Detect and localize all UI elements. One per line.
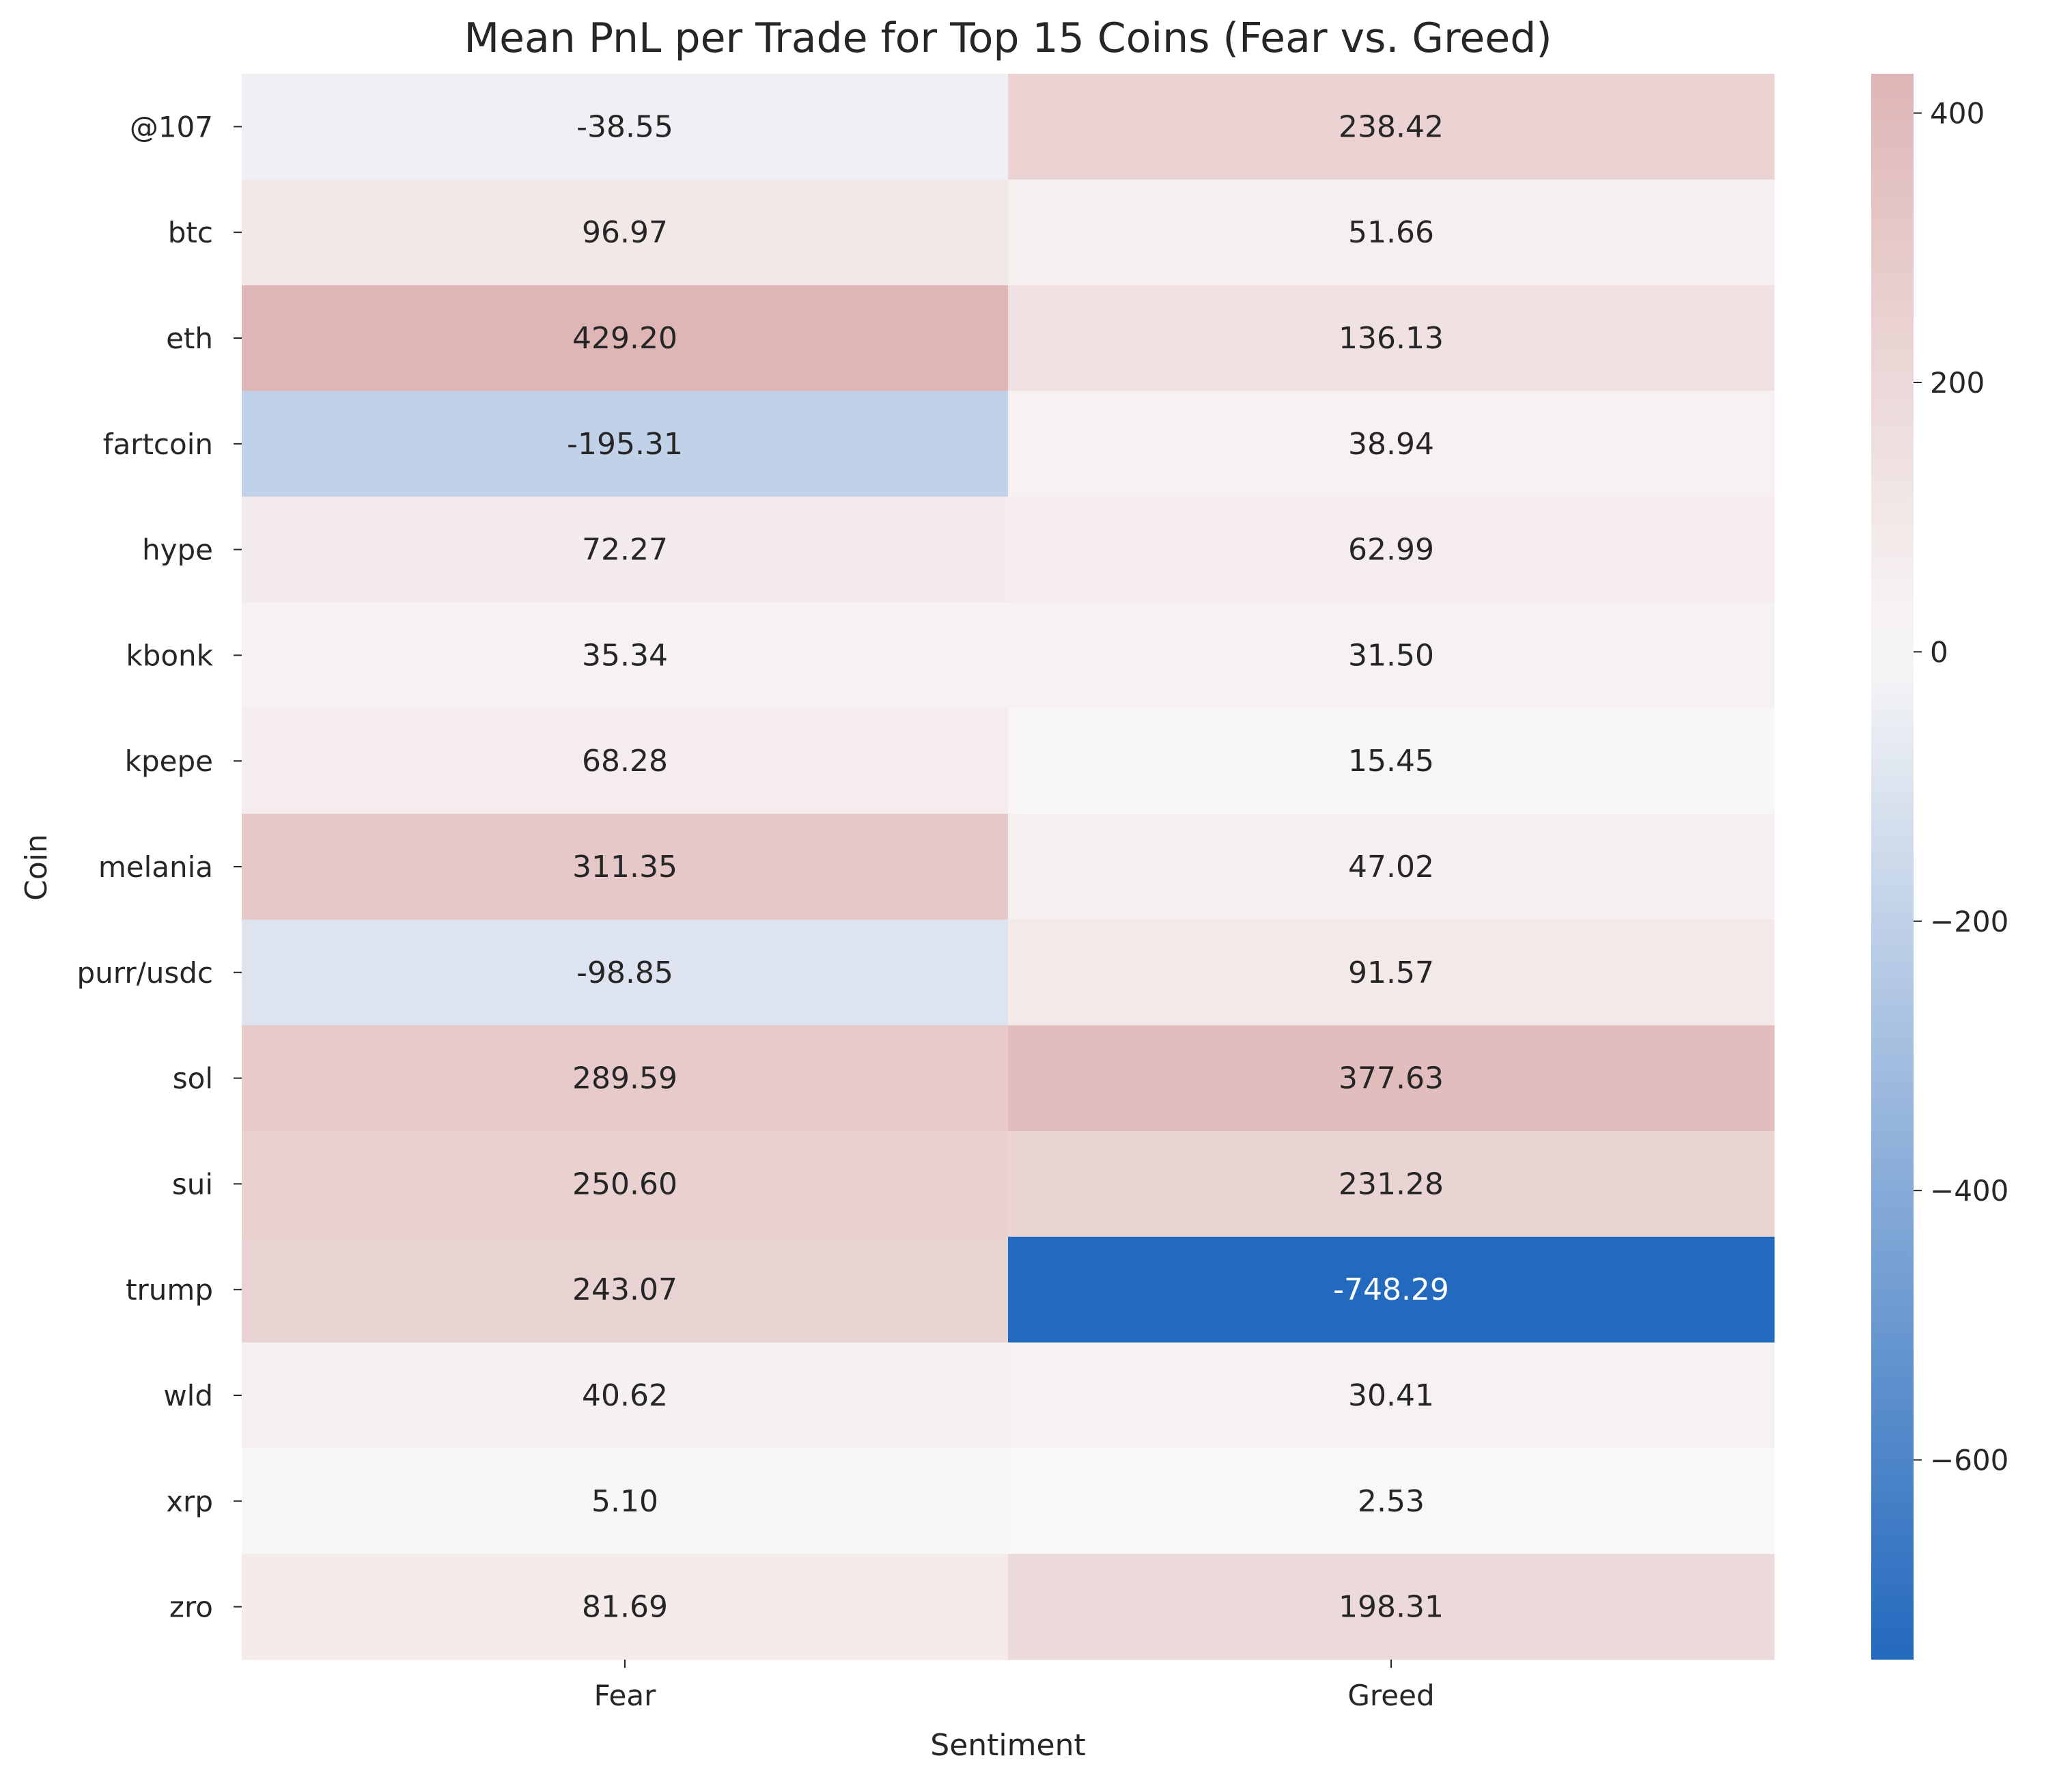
heatmap-cell xyxy=(242,602,1009,709)
y-tick-labels: @107 btc eth fartcoin hype kbonk kpepe melania p… xyxy=(77,110,242,1624)
cell-value-label: 289.59 xyxy=(572,1061,677,1096)
heatmap-cell xyxy=(1008,602,1775,709)
heatmap-cell xyxy=(242,708,1009,815)
heatmap-cell xyxy=(242,1554,1009,1660)
y-tick-label: sui xyxy=(172,1167,213,1201)
heatmap-cell xyxy=(242,1236,1009,1343)
cell-value-label: 38.94 xyxy=(1348,427,1434,462)
y-tick-label: zro xyxy=(169,1591,213,1624)
heatmap-cell xyxy=(1008,813,1775,920)
heatmap-cell xyxy=(1008,1554,1775,1660)
heatmap-cell xyxy=(242,1025,1009,1132)
cell-value-label: 62.99 xyxy=(1348,533,1434,568)
cell-value-label: 31.50 xyxy=(1348,638,1434,673)
colorbar-ticks: 400 200 0 −200 −400 −600 xyxy=(1914,97,2008,1477)
cell-value-label: 429.20 xyxy=(572,321,677,356)
heatmap-cell xyxy=(242,1448,1009,1554)
heatmap-cell xyxy=(242,1342,1009,1449)
y-tick-label: xrp xyxy=(166,1485,213,1518)
y-tick-label: trump xyxy=(126,1273,213,1307)
y-tick-label: kbonk xyxy=(126,639,213,672)
heatmap-cell xyxy=(242,391,1009,497)
cell-value-label: 231.28 xyxy=(1339,1167,1444,1201)
heatmap-cell xyxy=(242,285,1009,391)
cell-value-label: 47.02 xyxy=(1348,850,1434,884)
cell-value-label: 81.69 xyxy=(582,1590,668,1625)
colorbar-tick-label: −400 xyxy=(1930,1174,2008,1207)
y-tick-label: btc xyxy=(168,216,213,249)
y-tick-label: kpepe xyxy=(125,744,213,778)
heatmap-cell xyxy=(1008,285,1775,391)
x-tick-label: Greed xyxy=(1347,1679,1434,1712)
cell-value-label: 250.60 xyxy=(572,1167,677,1201)
cell-value-label: 91.57 xyxy=(1348,955,1434,990)
heatmap-cell xyxy=(1008,1236,1775,1343)
cell-value-label: -195.31 xyxy=(567,427,683,462)
chart-title: Mean PnL per Trade for Top 15 Coins (Fea… xyxy=(464,14,1552,62)
colorbar xyxy=(1871,74,1914,1660)
y-tick-label: eth xyxy=(166,322,213,355)
heatmap-cell xyxy=(242,497,1009,603)
heatmap-cell xyxy=(1008,74,1775,180)
heatmap-cell xyxy=(1008,1131,1775,1238)
heatmap-cell xyxy=(1008,497,1775,603)
heatmap-cells: -38.55 238.42 96.97 51.66 429.20 136.13 -195.3… xyxy=(242,74,1775,1660)
y-tick-label: hype xyxy=(142,533,213,567)
cell-value-label: 96.97 xyxy=(582,215,668,250)
y-tick-label: fartcoin xyxy=(103,428,213,461)
heatmap-cell xyxy=(1008,391,1775,497)
cell-value-label: -748.29 xyxy=(1333,1272,1449,1307)
y-tick-label: melania xyxy=(98,850,213,884)
colorbar-tick-label: 200 xyxy=(1930,366,1985,400)
cell-value-label: 30.41 xyxy=(1348,1378,1434,1413)
cell-value-label: 238.42 xyxy=(1339,109,1444,144)
cell-value-label: 243.07 xyxy=(572,1272,677,1307)
cell-value-label: 5.10 xyxy=(591,1484,658,1519)
x-tick-label: Fear xyxy=(594,1679,656,1712)
heatmap-cell xyxy=(242,813,1009,920)
heatmap-cell xyxy=(242,919,1009,1026)
cell-value-label: 68.28 xyxy=(582,744,668,779)
heatmap-cell xyxy=(1008,179,1775,286)
heatmap-cell xyxy=(1008,919,1775,1026)
y-tick-label: sol xyxy=(173,1062,213,1095)
y-axis-label: Coin xyxy=(19,834,54,901)
cell-value-label: 2.53 xyxy=(1358,1484,1425,1519)
cell-value-label: -98.85 xyxy=(576,955,673,990)
colorbar-tick-label: 0 xyxy=(1930,635,1948,669)
cell-value-label: 311.35 xyxy=(572,850,677,884)
cell-value-label: 72.27 xyxy=(582,533,668,568)
cell-value-label: 51.66 xyxy=(1348,215,1434,250)
heatmap-cell xyxy=(242,74,1009,180)
cell-value-label: 35.34 xyxy=(582,638,668,673)
y-tick-label: purr/usdc xyxy=(77,956,213,990)
cell-value-label: 198.31 xyxy=(1339,1590,1444,1625)
heatmap-cell xyxy=(1008,1342,1775,1449)
cell-value-label: -38.55 xyxy=(576,109,673,144)
heatmap-cell xyxy=(242,179,1009,286)
heatmap-cell xyxy=(1008,1448,1775,1554)
cell-value-label: 40.62 xyxy=(582,1378,668,1413)
colorbar-tick-label: 400 xyxy=(1930,97,1985,130)
x-axis-label: Sentiment xyxy=(930,1728,1085,1763)
cell-value-label: 377.63 xyxy=(1339,1061,1444,1096)
x-tick-labels: Fear Greed xyxy=(594,1660,1435,1712)
cell-value-label: 136.13 xyxy=(1339,321,1444,356)
heatmap-cell xyxy=(1008,1025,1775,1132)
heatmap-cell xyxy=(242,1131,1009,1238)
colorbar-tick-label: −200 xyxy=(1930,905,2008,938)
y-tick-label: wld xyxy=(163,1379,213,1412)
y-tick-label: @107 xyxy=(130,110,213,143)
colorbar-tick-label: −600 xyxy=(1930,1444,2008,1477)
cell-value-label: 15.45 xyxy=(1348,744,1434,779)
heatmap-cell xyxy=(1008,708,1775,815)
